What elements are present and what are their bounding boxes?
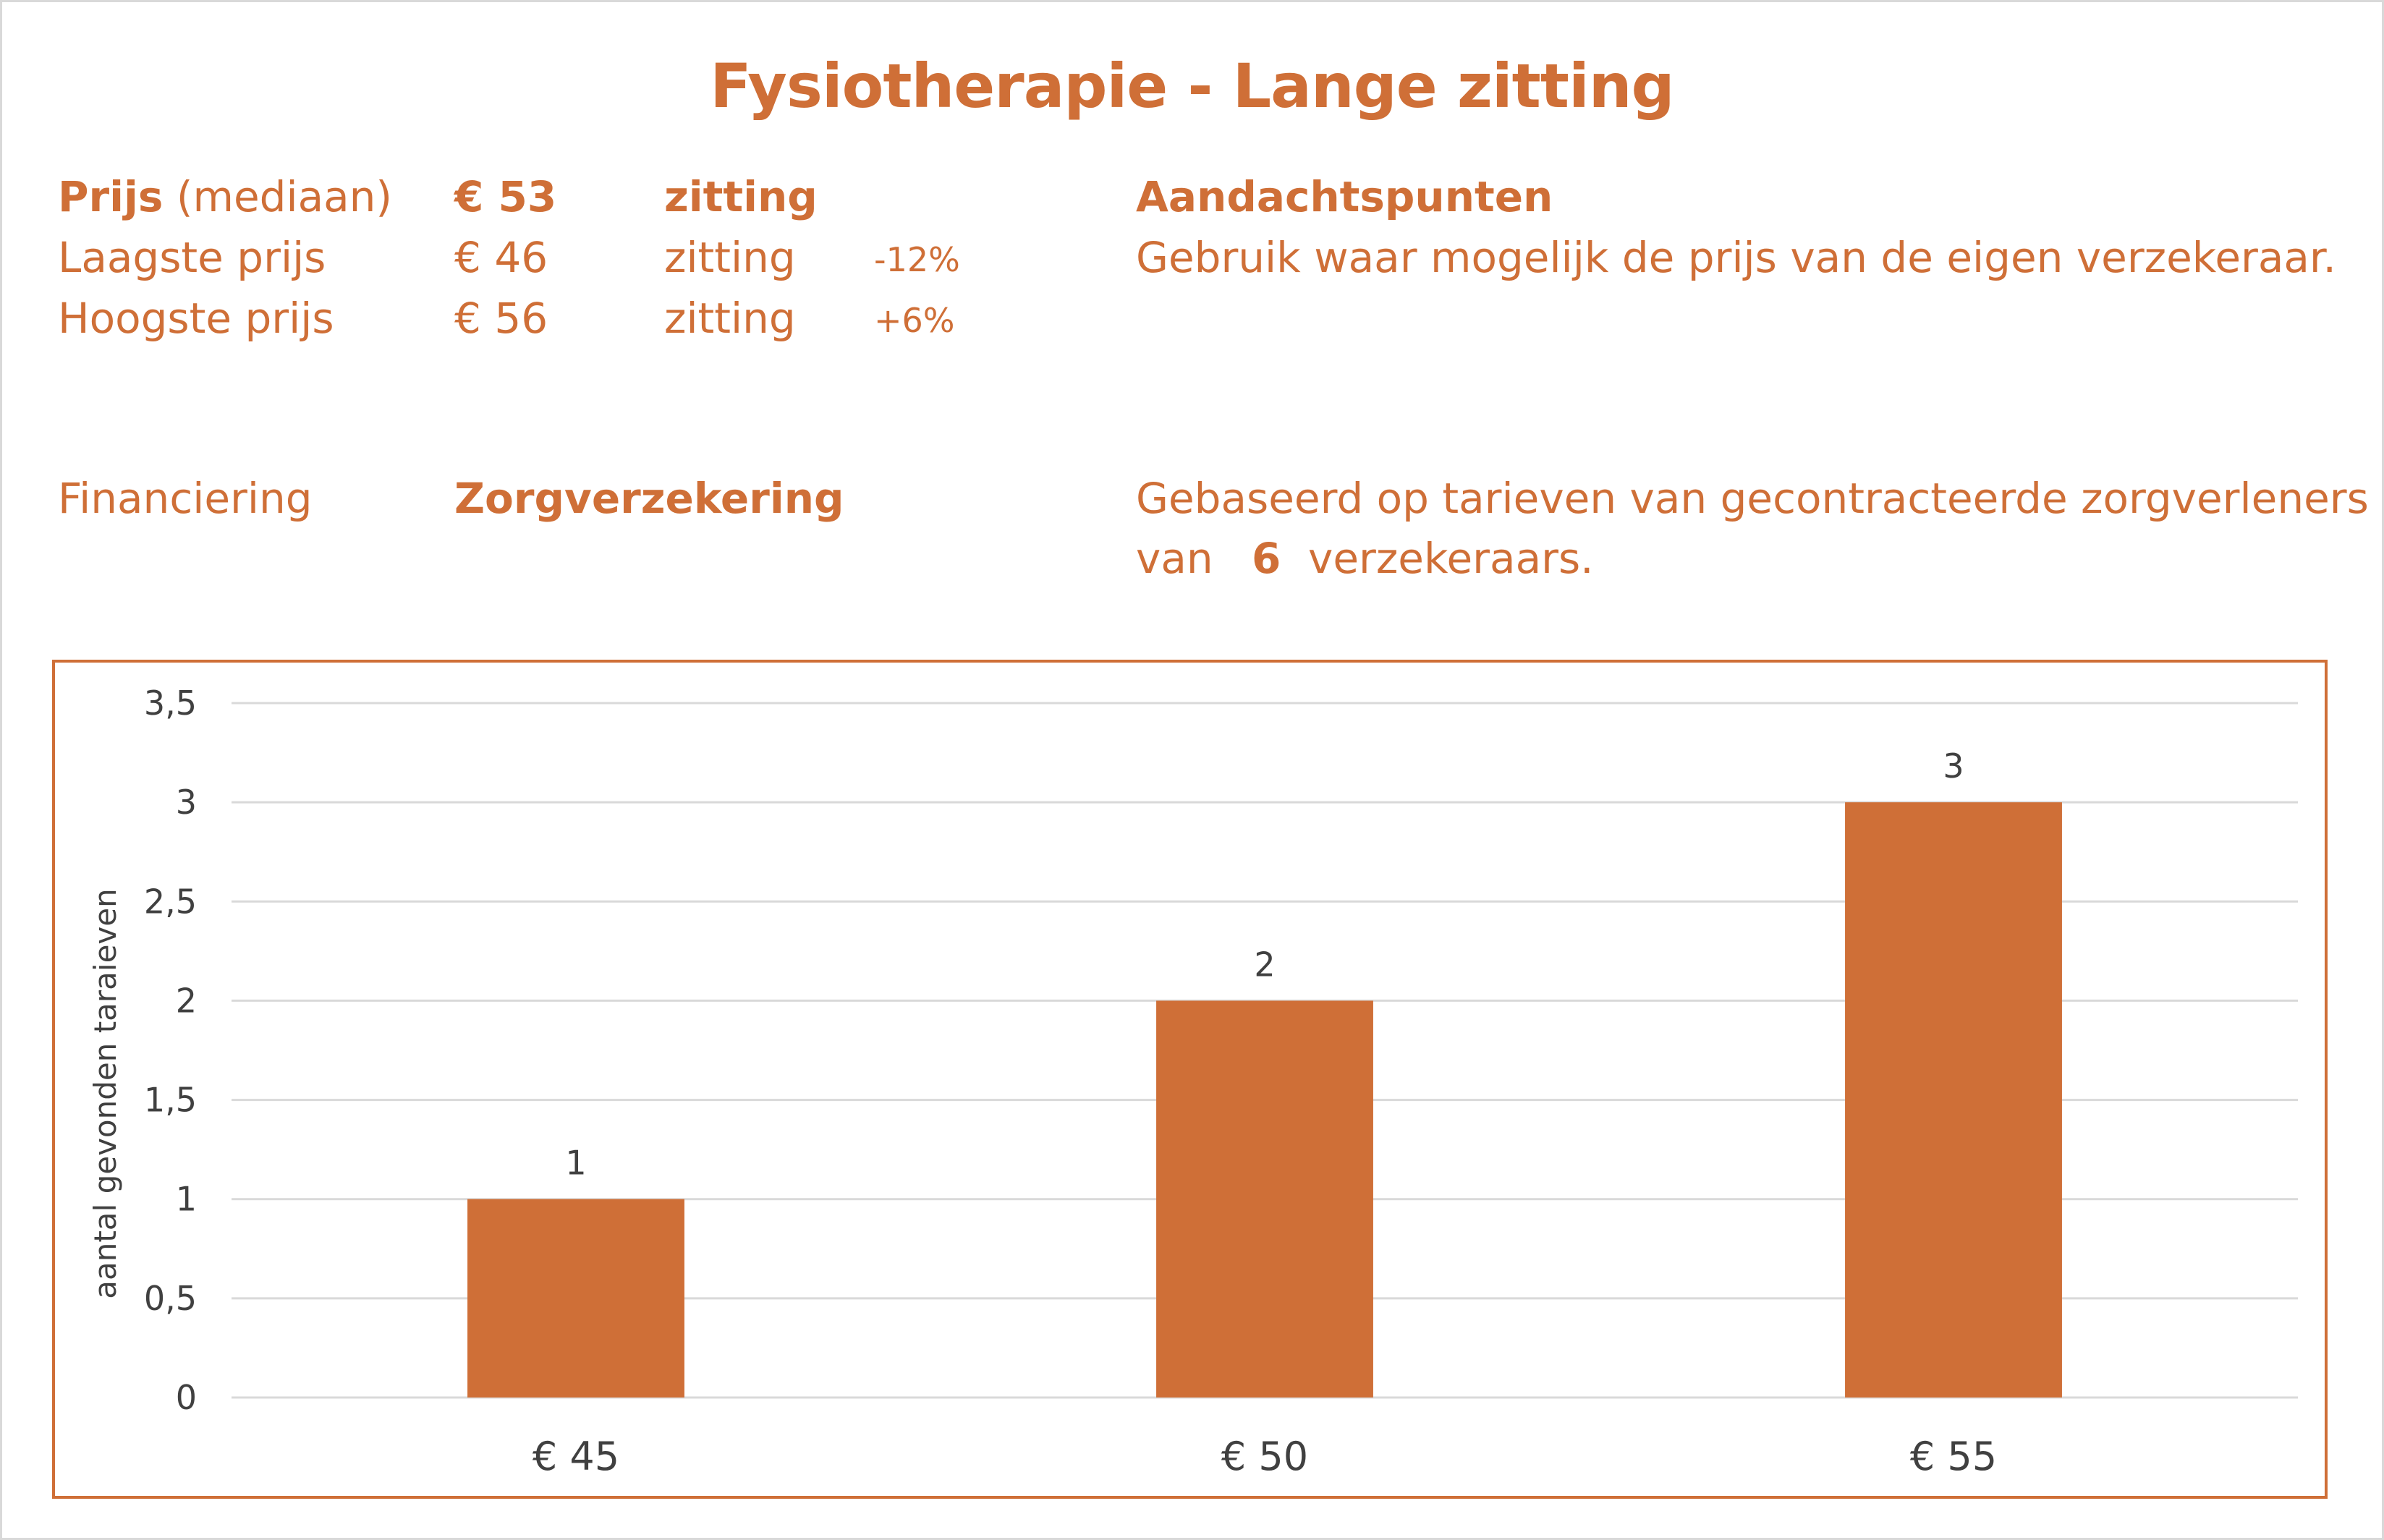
lowest-price-value: € 46	[454, 233, 548, 282]
financing-note: Gebaseerd op tarieven van gecontracteerd…	[1136, 474, 2369, 523]
y-tick-label: 1	[176, 1180, 197, 1219]
financing-note-prefix: van	[1136, 534, 1213, 583]
y-tick-label: 0	[176, 1378, 197, 1417]
highest-price-value: € 56	[454, 294, 548, 343]
median-price-label-bold: Prijs	[58, 172, 164, 221]
chart-frame: 0 0,5 1 1,5 2 2,5 3 3,5 1 € 45 2 € 50 3 € 55 aantal ge…	[52, 660, 2328, 1499]
y-tick-label: 2	[176, 981, 197, 1020]
financing-label: Financiering	[58, 474, 313, 523]
financing-value: Zorgverzekering	[454, 474, 844, 523]
bar-chart: 0 0,5 1 1,5 2 2,5 3 3,5 1 € 45 2 € 50 3 € 55 aantal ge…	[88, 684, 2298, 1479]
data-label: 3	[1943, 746, 1964, 786]
financing-note-suffix: verzekeraars.	[1308, 534, 1594, 583]
highest-price-label: Hoogste prijs	[58, 294, 334, 343]
lowest-price-unit: zitting	[664, 233, 796, 282]
y-axis-label: aantal gevonden taraieven	[88, 888, 123, 1299]
y-tick-label: 1,5	[144, 1081, 197, 1120]
median-price-value: € 53	[454, 172, 557, 221]
x-tick-label: € 45	[533, 1434, 619, 1479]
x-tick-label: € 55	[1910, 1434, 1997, 1479]
x-tick-label: € 50	[1221, 1434, 1308, 1479]
median-price-label: Prijs (mediaan)	[58, 172, 392, 221]
highest-price-diff: +6%	[874, 301, 955, 340]
highest-price-unit: zitting	[664, 294, 796, 343]
median-price-label-suffix: (mediaan)	[163, 172, 393, 221]
bar	[1156, 1000, 1373, 1398]
y-tick-label: 0,5	[144, 1279, 197, 1318]
data-label: 2	[1254, 945, 1275, 984]
median-price-unit: zitting	[664, 172, 818, 221]
bar	[467, 1199, 684, 1398]
data-label: 1	[565, 1144, 586, 1183]
attention-text: Gebruik waar mogelijk de prijs van de ei…	[1136, 233, 2336, 282]
lowest-price-label: Laagste prijs	[58, 233, 326, 282]
attention-heading: Aandachtspunten	[1136, 172, 1553, 221]
y-tick-label: 2,5	[144, 882, 197, 921]
lowest-price-diff: -12%	[874, 240, 960, 279]
bar	[1845, 802, 2062, 1398]
insurer-count: 6	[1252, 534, 1281, 583]
y-tick-label: 3	[176, 783, 197, 822]
page-title: Fysiotherapie - Lange zitting	[710, 51, 1674, 122]
y-tick-label: 3,5	[144, 684, 197, 723]
